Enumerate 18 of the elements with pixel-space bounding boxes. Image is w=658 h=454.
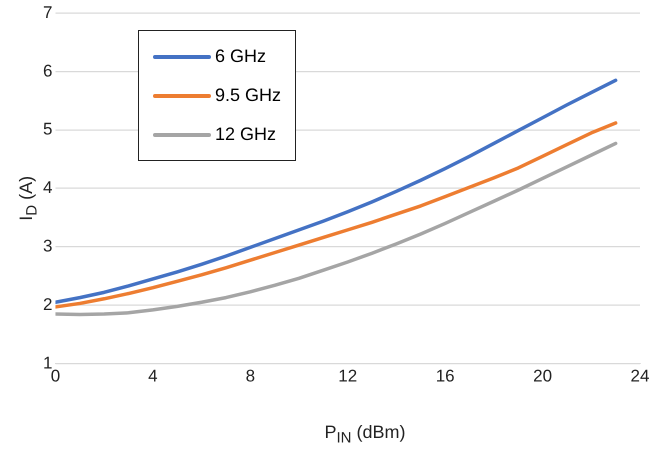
x-tick-label: 24: [630, 366, 650, 386]
y-tick-label: 5: [42, 120, 52, 139]
legend-label: 9.5 GHz: [215, 85, 282, 106]
y-tick-label: 1: [42, 353, 52, 372]
x-tick-label: 4: [148, 366, 158, 386]
y-tick-label: 6: [42, 61, 52, 80]
y-tick-label: 2: [42, 294, 52, 314]
x-tick-label: 8: [246, 366, 256, 386]
legend-label: 6 GHz: [215, 46, 266, 67]
y-tick-label: 3: [42, 236, 52, 256]
y-tick-label: 4: [42, 178, 52, 198]
x-axis-title: P$_{IN}$ (dBm): [323, 422, 406, 447]
x-tick-label: 0: [50, 366, 60, 386]
x-tick-label: 16: [436, 366, 455, 386]
y-tick-label: 7: [42, 2, 52, 22]
legend-label: 12 GHz: [215, 124, 276, 145]
x-tick-label: 20: [533, 366, 552, 386]
x-tick-label: 12: [338, 366, 358, 386]
